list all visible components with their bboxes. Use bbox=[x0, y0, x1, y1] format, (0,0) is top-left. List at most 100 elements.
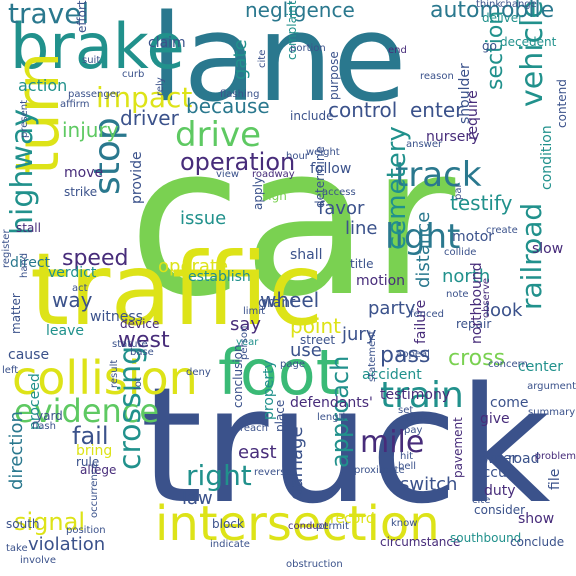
word-reason: reason bbox=[420, 71, 454, 82]
word-slow: slow bbox=[532, 241, 564, 257]
word-indicate: indicate bbox=[210, 539, 250, 550]
word-give: give bbox=[480, 411, 510, 427]
word-par: par bbox=[453, 183, 464, 200]
word-curb: curb bbox=[122, 69, 145, 80]
word-mile: mile bbox=[360, 425, 425, 460]
word-act: act bbox=[72, 283, 88, 294]
word-statement: statement bbox=[367, 330, 378, 382]
word-take: take bbox=[6, 543, 28, 554]
word-present: present bbox=[19, 99, 30, 138]
word-bell: bell bbox=[398, 461, 417, 472]
word-answer: answer bbox=[406, 139, 443, 150]
word-yard: yard bbox=[36, 409, 63, 423]
word-say: say bbox=[230, 314, 262, 335]
word-issue: issue bbox=[180, 208, 227, 229]
word-suit: suit bbox=[82, 55, 101, 66]
word-conduct: conduct bbox=[288, 521, 329, 532]
word-action: action bbox=[18, 76, 68, 95]
word-truck: truck bbox=[140, 352, 551, 539]
word-access: access bbox=[322, 187, 356, 198]
word-create: create bbox=[486, 225, 518, 236]
word-base: base bbox=[130, 347, 154, 358]
word-repair: repair bbox=[456, 317, 492, 331]
word-west: west bbox=[118, 328, 170, 353]
word-summary: summary bbox=[528, 407, 576, 418]
word-cross: cross bbox=[448, 346, 506, 371]
word-determine: determine bbox=[313, 146, 327, 208]
word-lot: lot bbox=[133, 377, 144, 390]
word-shall: shall bbox=[290, 247, 323, 263]
word-way: way bbox=[52, 288, 93, 312]
word-east: east bbox=[238, 442, 277, 463]
word-travel: travel bbox=[8, 0, 90, 30]
word-because: because bbox=[186, 94, 270, 118]
word-register: register bbox=[1, 229, 12, 268]
word-motion: motion bbox=[356, 273, 406, 289]
word-statute: statute bbox=[112, 339, 148, 350]
word-nursery: nursery bbox=[426, 129, 480, 145]
word-roadway: roadway bbox=[252, 169, 295, 180]
word-note: note bbox=[446, 289, 469, 300]
word-follow: follow bbox=[310, 161, 352, 177]
word-device: device bbox=[120, 317, 160, 331]
word-affirm: affirm bbox=[60, 99, 90, 110]
word-testify: testify bbox=[450, 191, 513, 215]
word-fenced: fenced bbox=[410, 309, 445, 320]
word-control: control bbox=[328, 98, 398, 122]
word-pass: pass bbox=[380, 343, 431, 368]
word-motor: motor bbox=[452, 229, 495, 245]
word-obstruction: obstruction bbox=[286, 559, 343, 570]
word-show: show bbox=[518, 511, 555, 527]
word-evidence: evidence bbox=[14, 392, 160, 430]
word-train: train bbox=[380, 375, 464, 416]
word-intersection: intersection bbox=[155, 496, 440, 552]
word-southbound: southbound bbox=[450, 531, 522, 545]
word-view: view bbox=[216, 169, 240, 180]
word-decedent: decedent bbox=[500, 35, 557, 49]
word-permit: permit bbox=[316, 521, 349, 532]
word-deliver: deliver bbox=[482, 11, 524, 25]
word-claim: claim bbox=[148, 35, 186, 51]
word-place: place bbox=[273, 399, 287, 432]
word-allege: allege bbox=[80, 463, 117, 477]
word-direction: direction bbox=[6, 411, 27, 490]
word-argue: argue bbox=[400, 413, 429, 424]
word-condition: condition bbox=[539, 125, 555, 190]
word-move: move bbox=[64, 165, 104, 181]
word-concern: concern bbox=[488, 359, 528, 370]
word-collision: collision bbox=[12, 351, 198, 405]
word-party: party bbox=[368, 298, 416, 319]
word-block: block bbox=[212, 517, 244, 531]
word-involve: involve bbox=[20, 555, 57, 566]
word-direct: direct bbox=[10, 255, 51, 271]
word-result: result bbox=[109, 359, 120, 388]
word-look: look bbox=[485, 300, 523, 321]
word-flash: flash bbox=[32, 421, 56, 432]
word-law: law bbox=[182, 488, 213, 509]
word-conclude: conclude bbox=[510, 535, 565, 549]
word-verdict: verdict bbox=[48, 265, 97, 281]
word-strike: strike bbox=[64, 185, 98, 199]
word-crossing: crossing bbox=[113, 345, 148, 470]
word-negligence: negligence bbox=[245, 0, 355, 22]
word-use: use bbox=[290, 340, 322, 361]
word-witness: witness bbox=[90, 309, 143, 325]
word-impact: impact bbox=[96, 81, 193, 114]
word-lane: lane bbox=[150, 0, 407, 129]
word-leave: leave bbox=[46, 323, 84, 339]
word-pay: pay bbox=[404, 425, 423, 436]
word-establish: establish bbox=[188, 269, 251, 285]
word-foot: foot bbox=[218, 336, 341, 409]
word-driver: driver bbox=[120, 106, 179, 130]
word-pavement: pavement bbox=[451, 417, 465, 478]
word-distance: distance bbox=[413, 211, 434, 288]
word-passenger: passenger bbox=[68, 89, 120, 100]
word-left: left bbox=[2, 365, 19, 376]
word-length: length bbox=[317, 412, 349, 423]
word-purpose: purpose bbox=[327, 51, 341, 100]
word-grant: grant bbox=[258, 295, 296, 311]
word-duty: duty bbox=[484, 483, 516, 499]
word-hand: hand bbox=[19, 252, 30, 278]
word-circumstance: circumstance bbox=[380, 535, 461, 549]
word-appeal: appeal bbox=[396, 349, 430, 360]
